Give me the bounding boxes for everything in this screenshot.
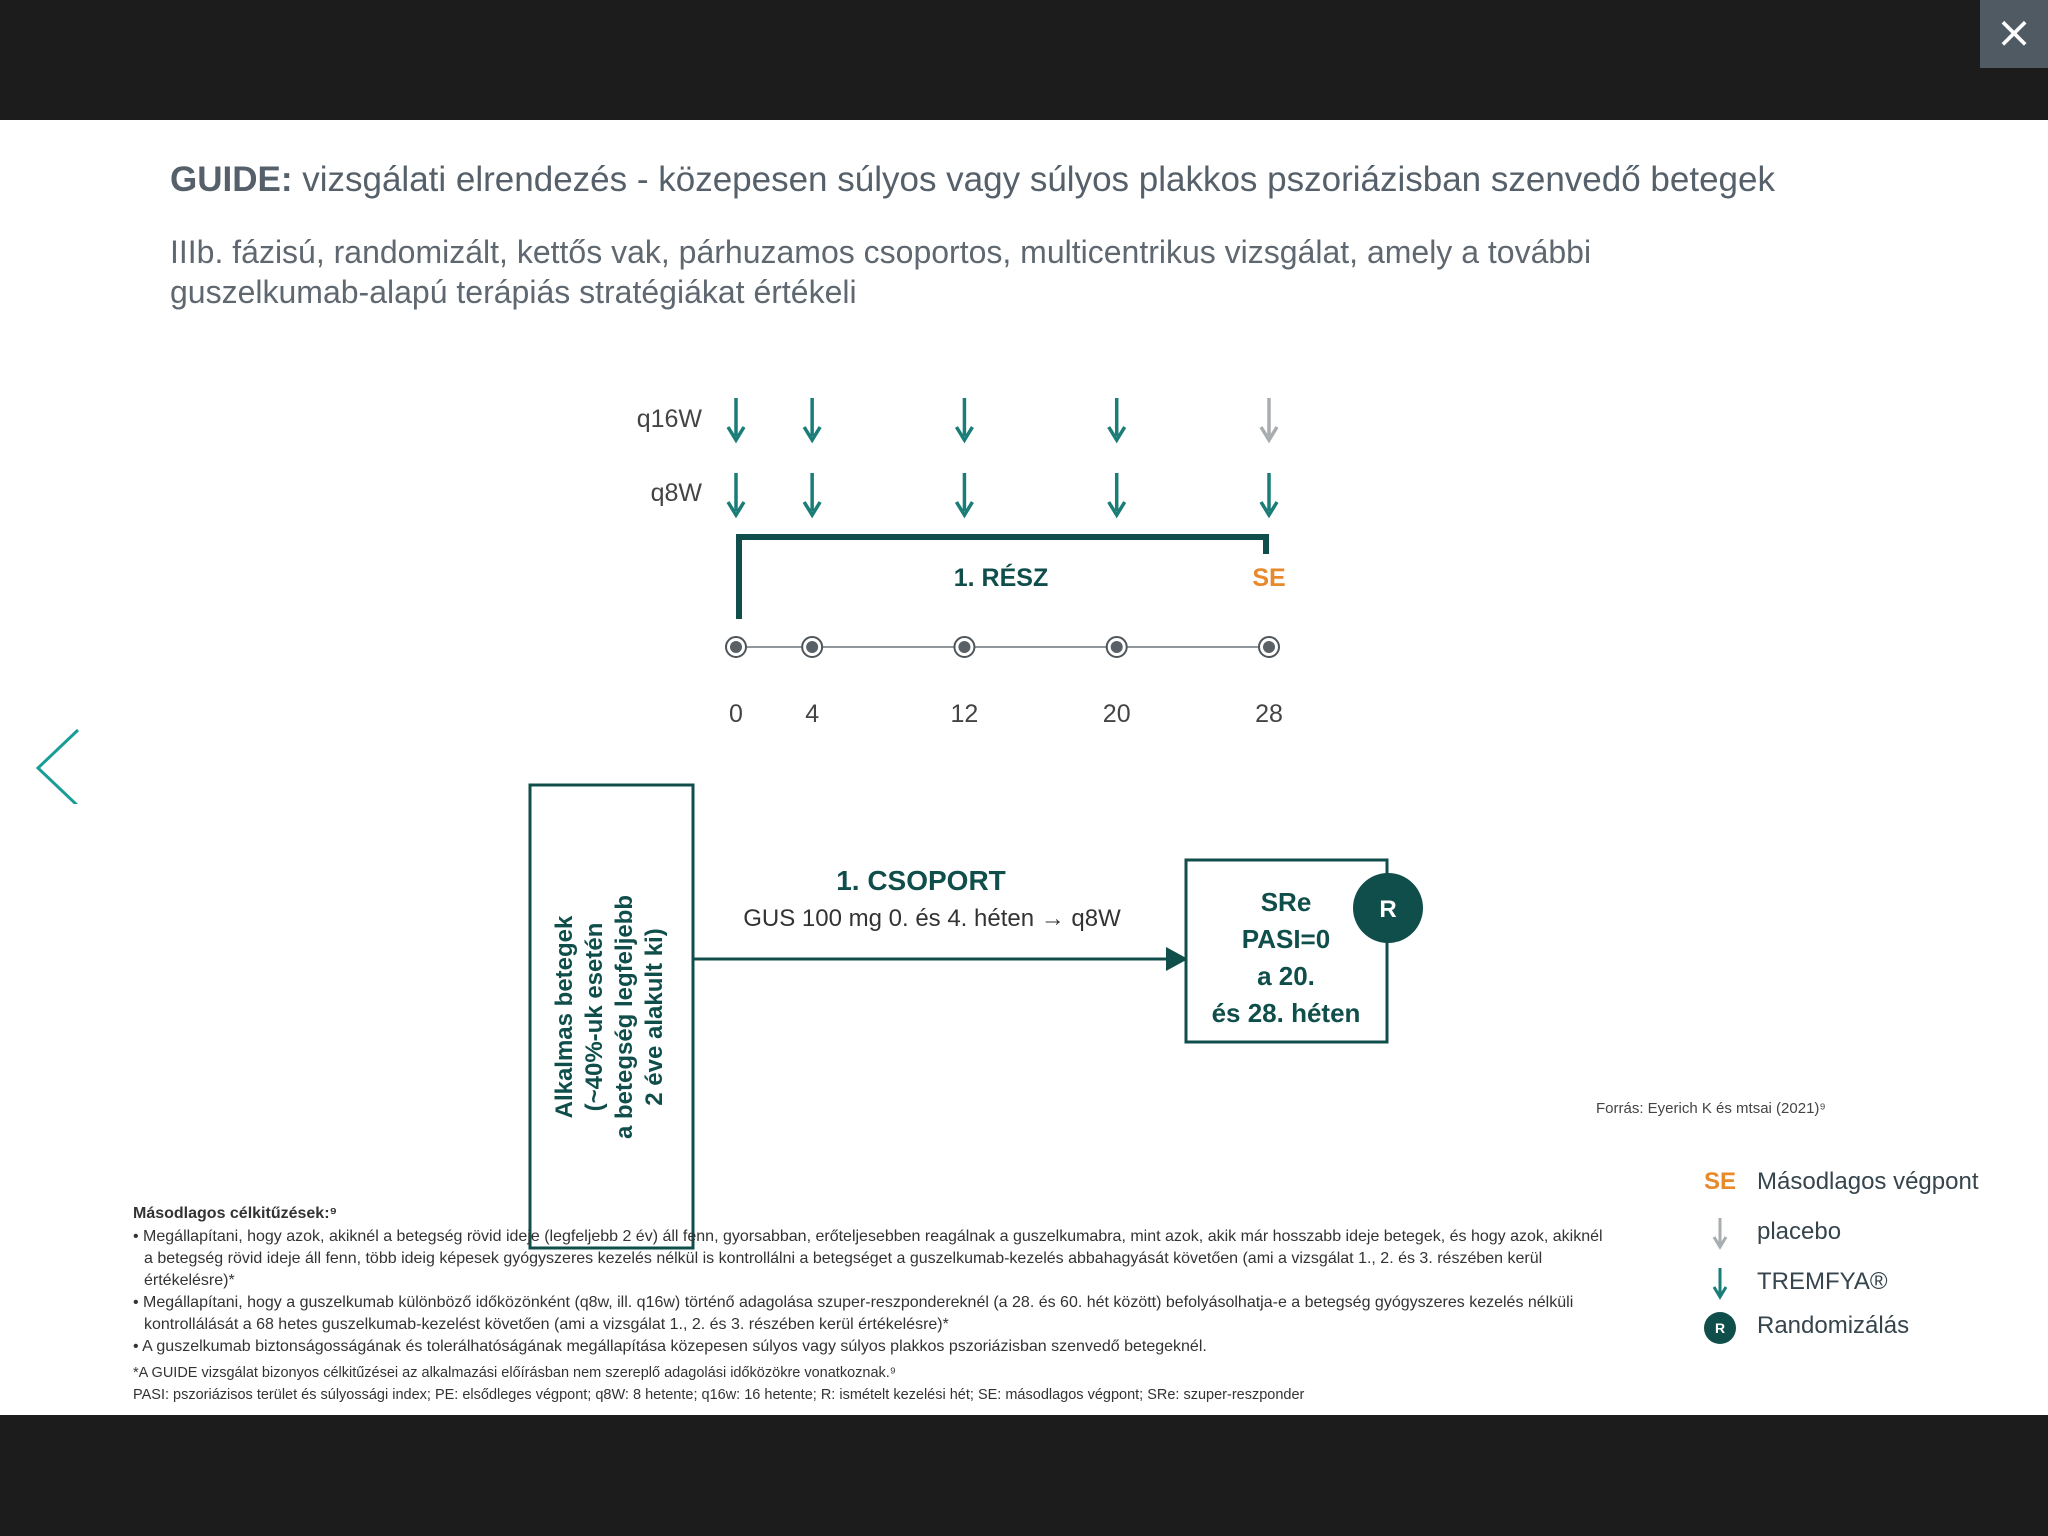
close-icon[interactable]: × — [1980, 0, 2048, 68]
row-label-q16w: q16W — [637, 405, 703, 433]
footnote-guide: *A GUIDE vizsgálat bizonyos célkitűzései… — [133, 1365, 897, 1381]
week-label: 4 — [805, 700, 819, 728]
result-line-2: PASI=0 — [1242, 924, 1330, 954]
se-label: SE — [1252, 564, 1285, 592]
result-line-4: és 28. héten — [1212, 998, 1361, 1028]
patients-line-4: 2 éve alakult ki) — [641, 928, 668, 1105]
week-label: 28 — [1255, 700, 1283, 728]
objective-1: • Megállapítani, hogy azok, akiknél a be… — [133, 1228, 1603, 1289]
tremfya-arrow-icon — [726, 473, 746, 519]
randomization-icon: R — [1704, 1312, 1736, 1344]
week-label: 12 — [951, 700, 979, 728]
objectives-title: Másodlagos célkitűzések:⁹ — [133, 1205, 338, 1222]
result-line-1: SRe — [1261, 887, 1312, 917]
tremfya-arrow-icon — [802, 398, 822, 444]
study-design-diagram: q16W q8W 1. RÉSZ SE 0 4 12 20 28 Alkalmas be… — [528, 398, 1423, 1250]
patients-line-1: Alkalmas betegek — [551, 915, 578, 1118]
legend-tremfya-label: TREMFYA® — [1757, 1268, 1888, 1295]
timeline-dot-center — [1263, 641, 1275, 653]
title-bold: GUIDE: — [170, 160, 293, 199]
group-description: GUS 100 mg 0. és 4. héten → q8W — [743, 905, 1121, 932]
patients-line-3: a betegség legfeljebb — [611, 895, 638, 1139]
week-label: 20 — [1103, 700, 1131, 728]
week-label: 0 — [729, 700, 743, 728]
timeline-dot-center — [806, 641, 819, 653]
group-title: 1. CSOPORT — [836, 865, 1006, 896]
tremfya-arrow-icon — [1259, 473, 1279, 519]
tremfya-arrow-icon — [954, 473, 974, 519]
patients-text: Alkalmas betegek (~40%-uk esetén a beteg… — [551, 895, 668, 1139]
legend-randomization-label: Randomizálás — [1757, 1312, 1910, 1339]
slide-title: GUIDE: vizsgálati elrendezés - közepesen… — [170, 160, 1775, 200]
chevron-left-icon[interactable] — [28, 724, 108, 804]
slide-subtitle: IIIb. fázisú, randomizált, kettős vak, p… — [170, 234, 1592, 310]
timeline-dots — [725, 636, 1280, 658]
dose-arrows — [726, 398, 1279, 519]
viewer-top-bar: × — [0, 0, 2048, 120]
timeline-dot-center — [958, 641, 971, 653]
randomization-badge-label: R — [1379, 896, 1396, 923]
tremfya-arrow-icon — [1712, 1268, 1728, 1300]
timeline-dot-center — [730, 641, 742, 653]
footnote-abbreviations: PASI: pszoriázisos terület és súlyossági… — [133, 1387, 1305, 1403]
viewer-bottom-bar — [0, 1415, 2048, 1536]
tremfya-arrow-icon — [1107, 473, 1127, 519]
tremfya-arrow-icon — [802, 473, 822, 519]
timeline-dot-center — [1110, 641, 1123, 653]
placebo-arrow-icon — [1259, 398, 1279, 444]
part-bracket — [736, 534, 1269, 619]
tremfya-arrow-icon — [954, 398, 974, 444]
legend-placebo-label: placebo — [1757, 1218, 1842, 1245]
row-label-q8w: q8W — [651, 479, 703, 507]
tremfya-arrow-icon — [726, 398, 746, 444]
slide: GUIDE: vizsgálati elrendezés - közepesen… — [0, 120, 2048, 1415]
patients-box — [528, 783, 695, 1250]
source-citation: Forrás: Eyerich K és mtsai (2021)⁹ — [1596, 1100, 1826, 1117]
tremfya-arrow-icon — [1107, 398, 1127, 444]
patients-line-2: (~40%-uk esetén — [581, 923, 608, 1112]
svg-text:R: R — [1715, 1320, 1725, 1336]
legend-se-label: Másodlagos végpont — [1757, 1168, 1979, 1195]
title-rest: vizsgálati elrendezés - közepesen súlyos… — [292, 160, 1775, 199]
result-line-3: a 20. — [1257, 961, 1315, 991]
part-label: 1. RÉSZ — [954, 563, 1048, 592]
placebo-arrow-icon — [1712, 1218, 1728, 1250]
objective-3: • A guszelkumab biztonságosságának és to… — [133, 1338, 1207, 1355]
secondary-objectives: Másodlagos célkitűzések:⁹ • Megállapítan… — [133, 1203, 1613, 1406]
randomization-badge — [1353, 873, 1423, 943]
objective-2: • Megállapítani, hogy a guszelkumab külö… — [133, 1294, 1574, 1333]
week-labels: 0 4 12 20 28 — [729, 700, 1283, 728]
result-box — [1184, 858, 1389, 1044]
legend-se-symbol: SE — [1703, 1168, 1736, 1195]
group-arrow-head — [1166, 947, 1188, 971]
